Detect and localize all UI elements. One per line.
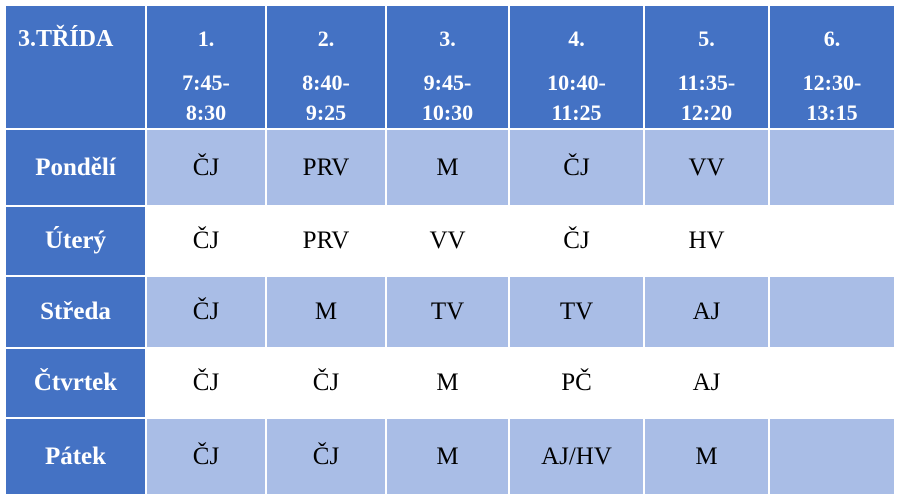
period-header: 6. 12:30-13:15: [768, 4, 896, 130]
period-header: 3. 9:45-10:30: [385, 4, 510, 130]
lesson-cell: ČJ: [508, 128, 645, 207]
period-number: 5.: [698, 26, 715, 51]
lesson-cell: HV: [643, 205, 770, 277]
period-header: 5. 11:35-12:20: [643, 4, 770, 130]
lesson-cell: M: [643, 417, 770, 496]
lesson-cell: [768, 347, 896, 419]
lesson-cell: [768, 128, 896, 207]
lesson-cell: ČJ: [265, 347, 387, 419]
lesson-cell: AJ/HV: [508, 417, 645, 496]
lesson-cell: [768, 275, 896, 349]
period-header: 4. 10:40-11:25: [508, 4, 645, 130]
day-name: Pondělí: [4, 128, 147, 207]
timetable-body: 3.TŘÍDA 1. 7:45-8:30 2. 8:40-9:25 3. 9:45-10:…: [4, 4, 896, 496]
timetable: 3.TŘÍDA 1. 7:45-8:30 2. 8:40-9:25 3. 9:45-10:…: [4, 4, 896, 496]
lesson-cell: ČJ: [145, 417, 267, 496]
lesson-cell: AJ: [643, 347, 770, 419]
lesson-cell: ČJ: [265, 417, 387, 496]
lesson-cell: ČJ: [145, 347, 267, 419]
period-number: 4.: [568, 26, 585, 51]
day-row: Čtvrtek ČJ ČJ M PČ AJ: [4, 347, 896, 419]
period-header: 2. 8:40-9:25: [265, 4, 387, 130]
day-name: Čtvrtek: [4, 347, 147, 419]
header-row: 3.TŘÍDA 1. 7:45-8:30 2. 8:40-9:25 3. 9:45-10:…: [4, 4, 896, 130]
period-time: 12:30-13:15: [802, 70, 862, 125]
lesson-cell: VV: [385, 205, 510, 277]
lesson-cell: AJ: [643, 275, 770, 349]
day-row: Úterý ČJ PRV VV ČJ HV: [4, 205, 896, 277]
day-row: Pátek ČJ ČJ M AJ/HV M: [4, 417, 896, 496]
lesson-cell: PRV: [265, 205, 387, 277]
period-time: 8:40-9:25: [302, 70, 350, 125]
period-number: 2.: [317, 26, 335, 51]
day-row: Pondělí ČJ PRV M ČJ VV: [4, 128, 896, 207]
lesson-cell: TV: [385, 275, 510, 349]
day-row: Středa ČJ M TV TV AJ: [4, 275, 896, 349]
period-time: 10:40-11:25: [547, 70, 606, 125]
period-number: 3.: [439, 26, 456, 51]
day-name: Středa: [4, 275, 147, 349]
period-number: 6.: [823, 26, 841, 51]
period-time: 7:45-8:30: [182, 70, 230, 125]
lesson-cell: M: [385, 417, 510, 496]
period-number: 1.: [197, 26, 215, 51]
lesson-cell: M: [385, 347, 510, 419]
class-title: 3.TŘÍDA: [4, 4, 147, 130]
lesson-cell: ČJ: [145, 205, 267, 277]
lesson-cell: VV: [643, 128, 770, 207]
period-time: 11:35-12:20: [677, 70, 736, 125]
lesson-cell: [768, 205, 896, 277]
lesson-cell: M: [265, 275, 387, 349]
day-name: Pátek: [4, 417, 147, 496]
lesson-cell: TV: [508, 275, 645, 349]
lesson-cell: ČJ: [145, 275, 267, 349]
lesson-cell: M: [385, 128, 510, 207]
lesson-cell: ČJ: [145, 128, 267, 207]
period-header: 1. 7:45-8:30: [145, 4, 267, 130]
lesson-cell: PRV: [265, 128, 387, 207]
period-time: 9:45-10:30: [421, 70, 474, 125]
lesson-cell: ČJ: [508, 205, 645, 277]
lesson-cell: [768, 417, 896, 496]
day-name: Úterý: [4, 205, 147, 277]
lesson-cell: PČ: [508, 347, 645, 419]
